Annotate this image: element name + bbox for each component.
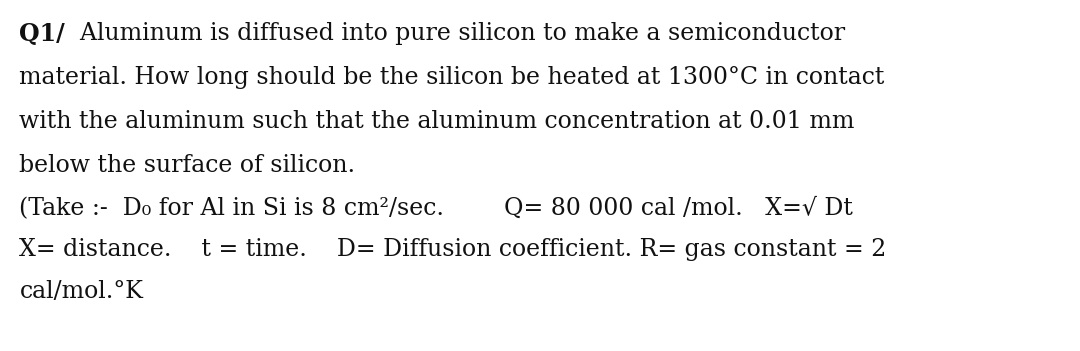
Text: below the surface of silicon.: below the surface of silicon. xyxy=(19,154,355,177)
Text: material. How long should be the silicon be heated at 1300°C in contact: material. How long should be the silicon… xyxy=(19,66,885,89)
Text: X= distance.    t = time.    D= Diffusion coefficient. R= gas constant = 2: X= distance. t = time. D= Diffusion coef… xyxy=(19,238,887,261)
Text: with the aluminum such that the aluminum concentration at 0.01 mm: with the aluminum such that the aluminum… xyxy=(19,110,854,133)
Text: cal/mol.°K: cal/mol.°K xyxy=(19,280,144,303)
Text: Aluminum is diffused into pure silicon to make a semiconductor: Aluminum is diffused into pure silicon t… xyxy=(65,22,846,45)
Text: (Take :-  D₀ for Al in Si is 8 cm²/sec.        Q= 80 000 cal /mol.   X=√ Dt: (Take :- D₀ for Al in Si is 8 cm²/sec. Q… xyxy=(19,196,853,219)
Text: Q1/: Q1/ xyxy=(19,22,65,46)
